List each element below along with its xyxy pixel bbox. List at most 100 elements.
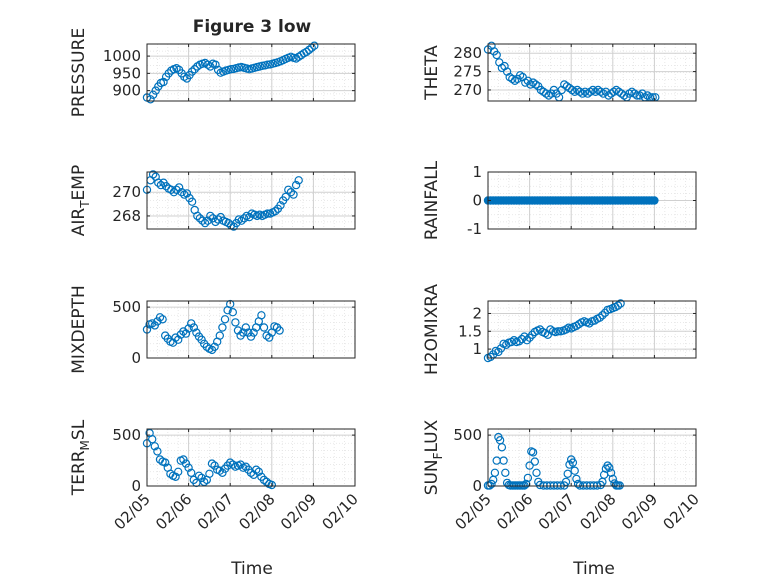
y-tick-label: -1 xyxy=(467,220,482,238)
data-point xyxy=(254,467,263,476)
y-tick-label: 2 xyxy=(472,304,482,322)
data-point xyxy=(532,468,541,477)
data-point xyxy=(189,323,198,332)
y-tick-label: 1000 xyxy=(103,47,141,65)
data-point xyxy=(153,447,162,456)
data-point xyxy=(215,466,224,475)
data-point xyxy=(181,329,191,338)
data-point xyxy=(275,326,284,335)
data-point xyxy=(210,342,219,351)
data-point xyxy=(211,60,220,69)
data-point xyxy=(211,217,220,227)
y-axis-label-rest: SL xyxy=(69,419,89,440)
y-tick-label: 500 xyxy=(112,426,141,444)
y-axis-label: AIRTEMP xyxy=(69,165,92,236)
data-point xyxy=(210,461,219,470)
data-point xyxy=(184,463,193,472)
data-point xyxy=(231,318,240,327)
data-point xyxy=(193,211,202,221)
y-tick-label: 280 xyxy=(453,44,482,62)
data-point xyxy=(173,335,183,344)
data-point xyxy=(169,187,179,197)
data-point xyxy=(233,326,243,335)
data-point xyxy=(259,475,269,485)
data-point xyxy=(215,331,224,340)
data-point xyxy=(147,435,157,444)
data-point xyxy=(291,180,301,190)
data-point xyxy=(650,196,659,205)
data-point xyxy=(167,185,176,194)
y-tick-label: 950 xyxy=(112,64,141,82)
y-axis-label: MIXDEPTH xyxy=(69,285,89,374)
data-point xyxy=(155,313,165,322)
data-point xyxy=(150,442,159,451)
y-axis-label-subscript: M xyxy=(78,440,92,450)
axes-box xyxy=(146,428,356,487)
y-axis-label-main: H2OMIXRA xyxy=(422,284,442,375)
data-point xyxy=(632,91,642,100)
data-point xyxy=(570,466,579,475)
data-point xyxy=(492,50,501,60)
y-axis-label-rest: EMP xyxy=(69,165,89,201)
data-point xyxy=(267,480,276,490)
axes-box xyxy=(146,171,356,230)
figure-title: Figure 3 low xyxy=(193,17,312,37)
data-point xyxy=(200,218,210,228)
data-point xyxy=(205,469,214,478)
y-tick-label: 1.5 xyxy=(458,322,482,340)
y-tick-label: 1 xyxy=(472,340,482,358)
data-point xyxy=(203,216,212,225)
y-axis-label-subscript: F xyxy=(431,452,445,459)
y-axis-label-subscript: T xyxy=(78,200,92,209)
data-point xyxy=(207,459,217,468)
x-axis-label-left: Time xyxy=(230,559,273,579)
data-point xyxy=(172,185,181,194)
data-point xyxy=(257,311,266,320)
data-point xyxy=(177,187,186,197)
data-point xyxy=(159,77,168,87)
data-point xyxy=(572,474,581,484)
data-point xyxy=(158,315,167,324)
data-point xyxy=(156,180,166,190)
data-point xyxy=(310,41,319,50)
data-point xyxy=(515,337,524,346)
subplot-air_temp: 268 270 AIRTEMP xyxy=(69,165,356,236)
y-tick-label: 268 xyxy=(112,207,141,225)
y-axis-label: H2OMIXRA xyxy=(422,284,442,375)
data-point xyxy=(228,308,237,317)
data-point xyxy=(276,201,285,210)
y-tick-label: 0 xyxy=(131,477,141,495)
y-axis-label: TERRMSL xyxy=(69,419,92,496)
data-point xyxy=(249,328,258,337)
data-point xyxy=(530,457,540,466)
data-point xyxy=(294,176,303,185)
axes-box xyxy=(487,300,697,359)
data-point xyxy=(526,80,535,89)
data-point xyxy=(568,458,578,467)
data-point xyxy=(616,299,625,308)
data-point xyxy=(171,472,180,481)
data-point xyxy=(613,301,623,310)
data-point xyxy=(186,468,196,477)
y-axis-label-main: MIXDEPTH xyxy=(69,285,89,374)
data-point xyxy=(525,461,534,470)
data-point xyxy=(573,479,583,489)
y-tick-label: 275 xyxy=(453,63,482,81)
x-axis-label-right: Time xyxy=(572,559,615,579)
data-point xyxy=(265,333,274,342)
data-point xyxy=(239,214,249,223)
axes-box xyxy=(487,428,697,487)
y-axis-label-main: AIR xyxy=(69,208,89,237)
data-point xyxy=(508,74,517,84)
y-tick-label: 500 xyxy=(453,426,482,444)
y-tick-label: 0 xyxy=(131,349,141,367)
data-point xyxy=(174,183,184,192)
subplot-h2omixra: 11.52 H2OMIXRA xyxy=(422,284,697,375)
data-point xyxy=(187,197,197,206)
data-point xyxy=(490,468,500,477)
y-tick-label: 0 xyxy=(472,477,482,495)
axes-box xyxy=(146,43,356,102)
data-point xyxy=(151,86,160,95)
